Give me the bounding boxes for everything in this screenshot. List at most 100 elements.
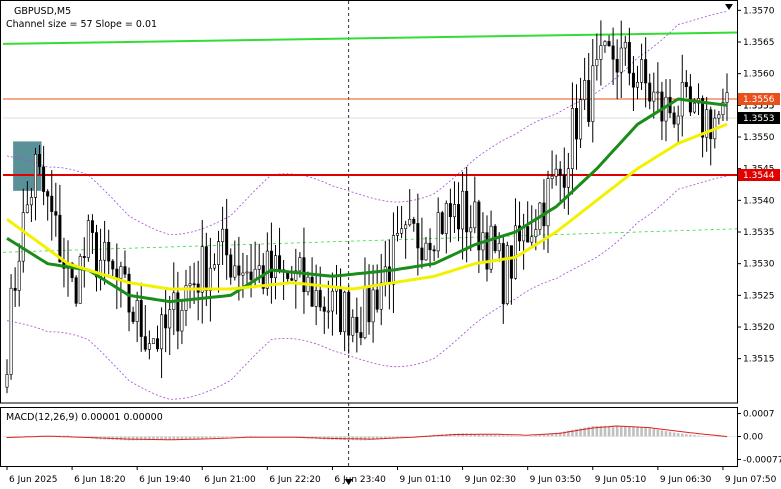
candle-body (469, 227, 473, 233)
upper-band-line (6, 11, 728, 236)
candle-body (505, 245, 509, 304)
price-tick-label: 1.3530 (743, 260, 775, 270)
candle-body (343, 291, 347, 333)
price-panel-frame (0, 0, 738, 404)
candle-body (103, 241, 107, 261)
candle-body (526, 226, 530, 243)
candle-body (721, 102, 725, 116)
candle-body (245, 271, 249, 274)
candle-body (627, 42, 631, 74)
candle-body (25, 204, 29, 213)
candle-body (33, 153, 37, 198)
moving-average-0 (6, 97, 728, 304)
macd-panel (3, 425, 737, 441)
time-tick-label: 6 Jun 23:40 (334, 475, 386, 485)
time-tick-label: 9 Jun 06:30 (660, 475, 712, 485)
candle-body (566, 168, 570, 188)
candle-body (212, 264, 216, 269)
scroll-down-arrow-icon (725, 4, 733, 10)
time-tick-label: 6 Jun 21:00 (204, 475, 256, 485)
candle-body (530, 236, 534, 243)
candle-body (74, 277, 78, 304)
candle-body (107, 241, 111, 262)
candle-body (652, 91, 656, 102)
price-tag-box-2 (738, 169, 780, 181)
candle-body (9, 287, 13, 375)
candle-body (273, 255, 277, 278)
candle-body (603, 41, 607, 46)
candle-body (367, 285, 371, 323)
macd-tick-label: -0.00077 (743, 455, 781, 465)
candle-body (404, 224, 408, 230)
candle-body (330, 290, 334, 312)
candle-body (518, 225, 522, 242)
candle-body (546, 178, 550, 227)
candle-body (278, 255, 282, 270)
candle-body (631, 72, 635, 88)
price-tick-label: 1.3570 (743, 6, 775, 16)
candle-body (176, 292, 180, 332)
candle-body (513, 225, 517, 279)
candle-body (640, 59, 644, 83)
candle-body (408, 219, 412, 226)
time-tick-label: 9 Jun 07:50 (725, 475, 777, 485)
candle-body (583, 80, 587, 100)
candle-body (420, 247, 424, 261)
candle-body (461, 190, 465, 230)
candle-body (615, 58, 619, 73)
candle-body (452, 204, 456, 218)
lower-band-line (6, 175, 728, 400)
candle-body (562, 174, 566, 188)
candle-body (692, 102, 696, 113)
candle-body (123, 266, 127, 275)
candle-body (660, 91, 664, 122)
candle-body (249, 271, 253, 280)
candle-body (644, 59, 648, 84)
candle-body (648, 82, 652, 102)
candle-body (534, 229, 538, 238)
candle-body (38, 153, 42, 168)
candle-body (432, 249, 436, 252)
price-tick-label: 1.3555 (743, 101, 775, 111)
candle-body (339, 286, 343, 333)
price-tick-label: 1.3565 (743, 38, 775, 48)
price-tick-label: 1.3550 (743, 133, 775, 143)
candle-body (412, 219, 416, 224)
candle-body (204, 246, 208, 291)
candle-body (501, 243, 505, 304)
candle-body (351, 316, 355, 336)
candle-body (326, 310, 330, 313)
price-tick-label: 1.3560 (743, 70, 775, 80)
candle-body (192, 283, 196, 286)
candle-body (119, 266, 123, 279)
price-panel (2, 1, 738, 466)
candle-body (290, 278, 294, 281)
candle-body (46, 191, 50, 197)
candle-body (160, 314, 164, 350)
candle-body (611, 45, 615, 60)
candle-body (257, 265, 261, 270)
candle-body (54, 211, 58, 216)
candle-body (636, 81, 640, 88)
moving-average-1 (6, 122, 728, 291)
price-tick-label: 1.3520 (743, 323, 775, 333)
candle-body (90, 220, 94, 233)
price-tag-label-2: 1.3544 (743, 171, 775, 181)
price-tag-box-1 (738, 112, 780, 124)
candle-body (664, 96, 668, 122)
price-tag-box-0 (738, 93, 780, 105)
candle-body (574, 108, 578, 140)
candle-body (477, 201, 481, 251)
candle-body (314, 290, 318, 307)
candle-body (416, 223, 420, 249)
candle-body (363, 285, 367, 338)
candle-body (375, 289, 379, 310)
time-tick-label: 6 Jun 19:40 (139, 475, 191, 485)
candle-body (184, 285, 188, 311)
candle-body (554, 168, 558, 177)
candle-body (623, 42, 627, 49)
candle-body (17, 260, 21, 291)
lower-channel-line (2, 228, 738, 253)
candle-body (705, 109, 709, 138)
candle-body (188, 283, 192, 286)
